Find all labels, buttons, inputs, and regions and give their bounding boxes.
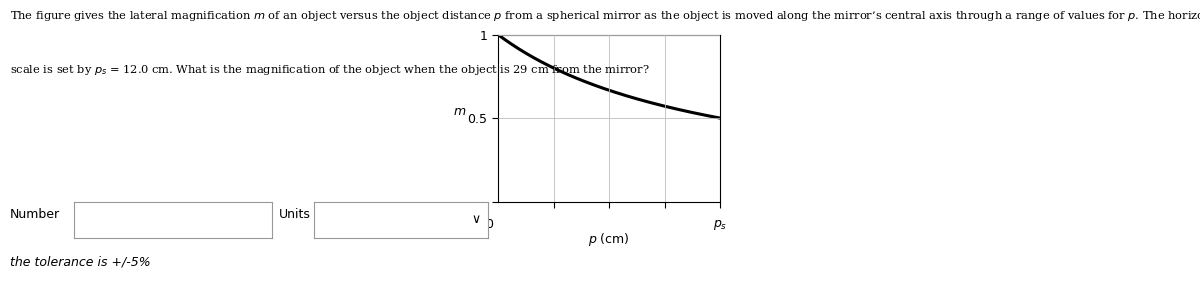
Text: scale is set by $p_s$ = 12.0 cm. What is the magnification of the object when th: scale is set by $p_s$ = 12.0 cm. What is… xyxy=(10,63,649,77)
Text: $p_s$: $p_s$ xyxy=(713,218,727,232)
X-axis label: $p$ (cm): $p$ (cm) xyxy=(588,232,630,249)
Text: The figure gives the lateral magnification $m$ of an object versus the object di: The figure gives the lateral magnificati… xyxy=(10,9,1200,23)
Y-axis label: $m$: $m$ xyxy=(452,105,466,118)
Text: Units: Units xyxy=(278,208,311,221)
Text: ∨: ∨ xyxy=(472,213,481,226)
Text: Number: Number xyxy=(10,208,60,221)
Text: the tolerance is +/-5%: the tolerance is +/-5% xyxy=(10,255,150,269)
Text: 0: 0 xyxy=(485,218,493,231)
